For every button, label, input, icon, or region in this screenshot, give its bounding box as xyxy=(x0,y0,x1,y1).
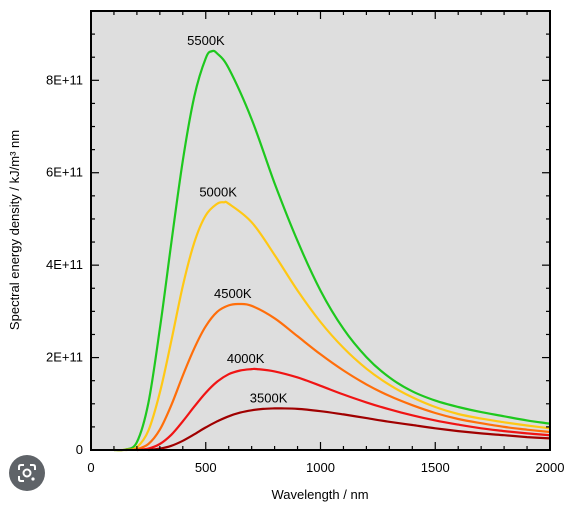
series-line-4000K xyxy=(136,367,551,452)
x-tick-label: 1000 xyxy=(306,460,335,475)
y-axis-title: Spectral energy density / kJ/m³ nm xyxy=(7,130,22,330)
y-tick-label: 8E+11 xyxy=(46,72,83,87)
y-tick-label: 4E+11 xyxy=(46,257,83,272)
google-lens-button[interactable] xyxy=(9,455,45,491)
series-labels: 5500K 5000K 4500K 4000K 3500K xyxy=(187,33,288,405)
x-tick-label: 2000 xyxy=(536,460,565,475)
series-line-5500K xyxy=(113,49,551,452)
series-line-4500K xyxy=(125,302,551,452)
series-line-5000K xyxy=(113,200,551,452)
plot-frame xyxy=(90,10,551,451)
series-label-5000K: 5000K xyxy=(199,184,237,199)
y-axis-ticks: 0 2E+11 4E+11 6E+11 8E+11 xyxy=(46,10,550,457)
x-tick-label: 0 xyxy=(87,460,94,475)
x-axis-title: Wavelength / nm xyxy=(271,487,368,502)
x-tick-label: 1500 xyxy=(421,460,450,475)
y-tick-label: 0 xyxy=(76,442,83,457)
google-lens-icon xyxy=(18,464,36,482)
y-tick-label: 2E+11 xyxy=(46,350,83,365)
series-label-3500K: 3500K xyxy=(250,390,288,405)
series-label-5500K: 5500K xyxy=(187,33,225,48)
series-label-4000K: 4000K xyxy=(227,351,265,366)
plot-area xyxy=(91,11,550,450)
series-lines xyxy=(113,49,551,452)
y-tick-label: 6E+11 xyxy=(46,165,83,180)
series-label-4500K: 4500K xyxy=(214,286,252,301)
x-tick-label: 500 xyxy=(195,460,217,475)
series-line-3500K xyxy=(148,407,551,452)
